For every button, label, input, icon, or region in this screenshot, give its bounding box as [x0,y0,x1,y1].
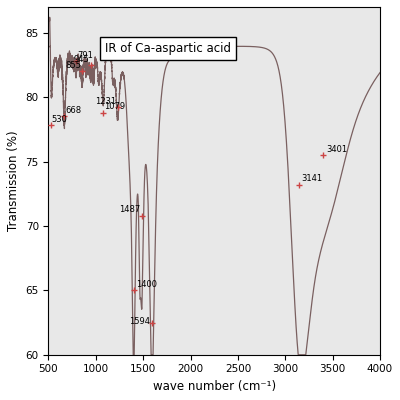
Text: 3401: 3401 [326,145,347,154]
Text: 1400: 1400 [136,280,157,289]
X-axis label: wave number (cm⁻¹): wave number (cm⁻¹) [153,380,276,393]
Text: 668: 668 [65,106,82,115]
Text: 3141: 3141 [302,174,322,184]
Text: 1079: 1079 [104,102,125,111]
Text: 1594: 1594 [129,318,150,326]
Text: 1231: 1231 [95,97,116,106]
Text: 855: 855 [65,61,81,70]
Text: 945: 945 [74,55,90,64]
Text: 1487: 1487 [119,205,140,214]
Y-axis label: Transmission (%): Transmission (%) [7,130,20,231]
Text: 791: 791 [77,51,93,60]
Text: 530: 530 [52,115,68,124]
Text: IR of Ca-aspartic acid: IR of Ca-aspartic acid [105,42,231,55]
